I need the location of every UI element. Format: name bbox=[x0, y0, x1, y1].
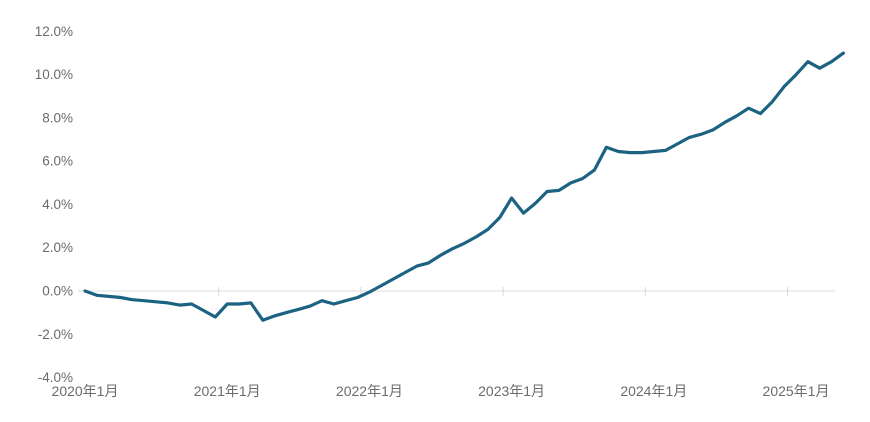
y-axis-tick-label: 4.0% bbox=[42, 197, 73, 212]
x-axis-tick-label: 2020年1月 bbox=[52, 383, 119, 399]
y-axis-tick-label: -4.0% bbox=[38, 370, 73, 385]
x-axis-tick-label: 2021年1月 bbox=[194, 383, 261, 399]
y-axis-tick-label: -2.0% bbox=[38, 327, 73, 342]
y-axis-tick-label: 8.0% bbox=[42, 110, 73, 125]
y-axis-tick-label: 0.0% bbox=[42, 284, 73, 299]
x-axis-tick-label: 2024年1月 bbox=[620, 383, 687, 399]
y-axis-tick-label: 6.0% bbox=[42, 154, 73, 169]
y-axis-tick-label: 12.0% bbox=[35, 24, 73, 39]
x-axis-tick-label: 2023年1月 bbox=[478, 383, 545, 399]
data-series-line bbox=[83, 51, 846, 322]
y-axis-tick-label: 10.0% bbox=[35, 67, 73, 82]
x-axis-tick-label: 2025年1月 bbox=[763, 383, 830, 399]
x-axis-tick-label: 2022年1月 bbox=[336, 383, 403, 399]
y-axis-tick-label: 2.0% bbox=[42, 240, 73, 255]
